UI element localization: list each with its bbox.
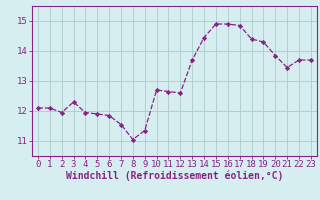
X-axis label: Windchill (Refroidissement éolien,°C): Windchill (Refroidissement éolien,°C) [66, 171, 283, 181]
